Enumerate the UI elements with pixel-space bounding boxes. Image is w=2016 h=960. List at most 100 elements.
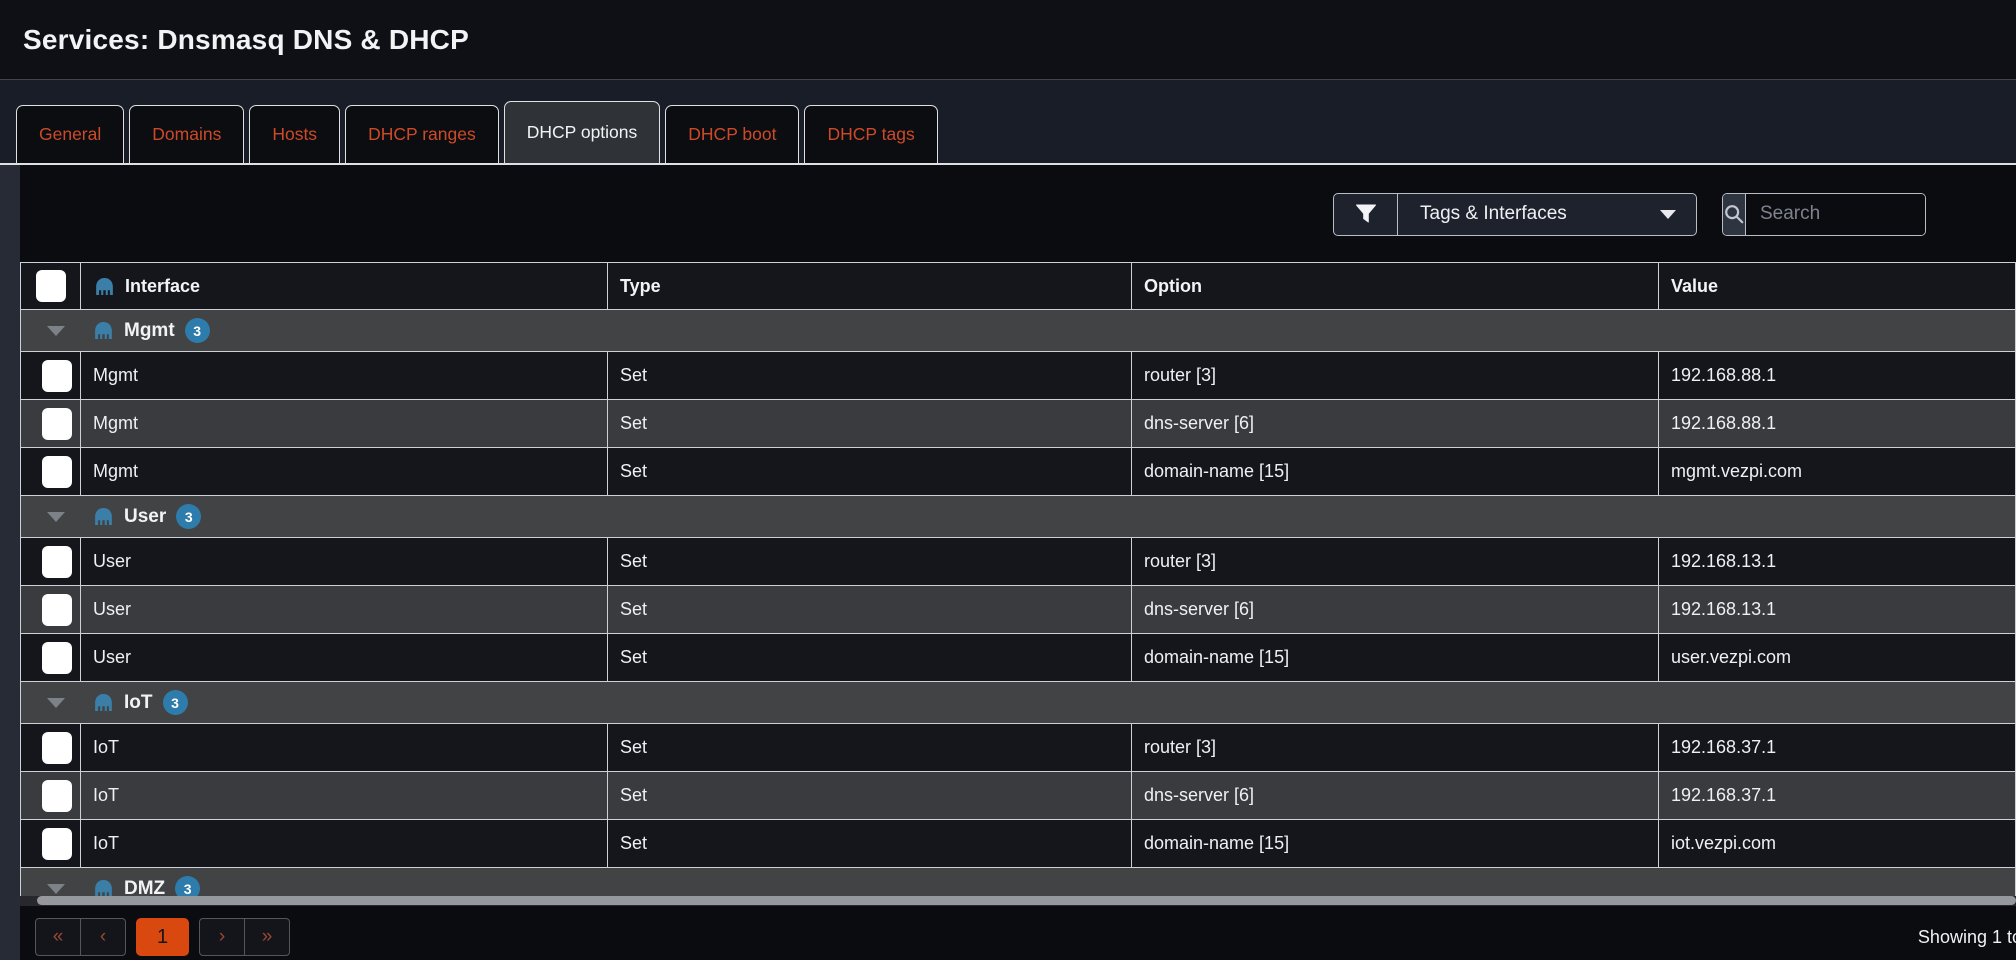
group-count-badge: 3 <box>176 504 202 529</box>
row-select-cell <box>20 537 81 586</box>
chevron-down-icon <box>1660 209 1676 219</box>
cell-option: dns-server [6] <box>1131 585 1659 634</box>
cell-type: Set <box>607 399 1132 448</box>
table-viewport: Interface Type Option Value Mgmt 3 <box>20 262 2016 906</box>
filter-dropdown[interactable]: Tags & Interfaces <box>1333 192 1697 236</box>
cell-interface: Mgmt <box>80 447 608 496</box>
interface-group-row-user: User 3 <box>20 495 2016 538</box>
cell-type: Set <box>607 819 1132 868</box>
tab-label: General <box>39 124 102 144</box>
horizontal-scrollbar-track[interactable] <box>20 896 2016 906</box>
table-row: User Set dns-server [6] 192.168.13.1 <box>20 585 2016 634</box>
search-group <box>1722 192 1926 236</box>
table-header-row: Interface Type Option Value <box>20 262 2016 310</box>
cell-type: Set <box>607 771 1132 820</box>
row-checkbox[interactable] <box>41 359 72 392</box>
cell-value: iot.vezpi.com <box>1658 819 2016 868</box>
interface-group-row-mgmt: Mgmt 3 <box>20 309 2016 352</box>
row-checkbox[interactable] <box>41 731 72 764</box>
table-row: IoT Set dns-server [6] 192.168.37.1 <box>20 771 2016 820</box>
tab-label: Hosts <box>272 124 318 144</box>
interface-icon <box>92 879 115 898</box>
row-checkbox[interactable] <box>41 827 72 860</box>
cell-value: 192.168.13.1 <box>1658 537 2016 586</box>
row-select-cell <box>20 819 81 868</box>
cell-option: router [3] <box>1131 537 1659 586</box>
column-header-option: Option <box>1131 262 1659 310</box>
toolbar: Tags & Interfaces <box>20 165 2016 236</box>
table-row: IoT Set router [3] 192.168.37.1 <box>20 723 2016 772</box>
tab-dhcp-options[interactable]: DHCP options <box>503 101 661 163</box>
cell-interface: Mgmt <box>80 351 608 400</box>
showing-entries-text: Showing 1 to <box>1917 926 2016 947</box>
cell-value: 192.168.13.1 <box>1658 585 2016 634</box>
table-row: Mgmt Set domain-name [15] mgmt.vezpi.com <box>20 447 2016 496</box>
search-input[interactable] <box>1746 193 1925 235</box>
row-select-cell <box>20 633 81 682</box>
interface-icon <box>92 693 115 712</box>
cell-option: router [3] <box>1131 351 1659 400</box>
tab-domains[interactable]: Domains <box>129 105 245 163</box>
row-select-cell <box>20 771 81 820</box>
group-name: DMZ <box>124 877 166 899</box>
cell-interface: Mgmt <box>80 399 608 448</box>
tab-label: DHCP options <box>526 122 638 142</box>
collapse-group-icon[interactable] <box>47 511 65 522</box>
page-title: Services: Dnsmasq DNS & DHCP <box>23 23 469 55</box>
cell-option: domain-name [15] <box>1131 633 1659 682</box>
current-page-button[interactable]: 1 <box>136 918 189 956</box>
tab-label: DHCP boot <box>688 124 777 144</box>
group-count-badge: 3 <box>184 318 210 343</box>
cell-interface: User <box>80 633 608 682</box>
cell-value: 192.168.88.1 <box>1658 351 2016 400</box>
cell-option: dns-server [6] <box>1131 771 1659 820</box>
pagination-bar: « ‹ 1 › » Showing 1 to <box>20 906 2016 960</box>
search-icon <box>1723 193 1746 235</box>
cell-type: Set <box>607 723 1132 772</box>
table-row: IoT Set domain-name [15] iot.vezpi.com <box>20 819 2016 868</box>
tab-label: DHCP tags <box>827 124 915 144</box>
cell-type: Set <box>607 585 1132 634</box>
dhcp-options-table: Interface Type Option Value Mgmt 3 <box>20 262 2016 906</box>
row-checkbox[interactable] <box>41 455 72 488</box>
tab-dhcp-boot[interactable]: DHCP boot <box>665 105 800 163</box>
select-all-checkbox[interactable] <box>35 270 66 302</box>
horizontal-scrollbar-thumb[interactable] <box>37 896 2016 905</box>
cell-type: Set <box>607 447 1132 496</box>
table-row: Mgmt Set router [3] 192.168.88.1 <box>20 351 2016 400</box>
funnel-icon <box>1334 193 1398 235</box>
last-page-button[interactable]: » <box>244 918 290 956</box>
cell-interface: User <box>80 537 608 586</box>
pager: « ‹ 1 › » <box>35 918 290 956</box>
tab-general[interactable]: General <box>16 105 125 163</box>
row-select-cell <box>20 351 81 400</box>
interface-icon <box>93 277 116 296</box>
row-checkbox[interactable] <box>41 641 72 674</box>
content-panel: Tags & Interfaces <box>20 165 2016 960</box>
tab-dhcp-ranges[interactable]: DHCP ranges <box>345 105 499 163</box>
cell-interface: IoT <box>80 723 608 772</box>
collapse-group-icon[interactable] <box>47 325 65 336</box>
tab-hosts[interactable]: Hosts <box>249 105 341 163</box>
column-header-value: Value <box>1658 262 2016 310</box>
cell-value: 192.168.37.1 <box>1658 723 2016 772</box>
filter-dropdown-label: Tags & Interfaces <box>1420 203 1567 224</box>
cell-type: Set <box>607 351 1132 400</box>
collapse-group-icon[interactable] <box>47 883 65 894</box>
row-checkbox[interactable] <box>41 407 72 440</box>
first-page-button[interactable]: « <box>35 918 81 956</box>
previous-page-button[interactable]: ‹ <box>80 918 126 956</box>
cell-value: 192.168.88.1 <box>1658 399 2016 448</box>
cell-option: domain-name [15] <box>1131 819 1659 868</box>
row-checkbox[interactable] <box>41 593 72 626</box>
cell-value: mgmt.vezpi.com <box>1658 447 2016 496</box>
next-page-button[interactable]: › <box>199 918 245 956</box>
interface-group-row-iot: IoT 3 <box>20 681 2016 724</box>
collapse-group-icon[interactable] <box>47 697 65 708</box>
interface-icon <box>92 507 115 526</box>
row-checkbox[interactable] <box>41 545 72 578</box>
row-checkbox[interactable] <box>41 779 72 812</box>
table-row: User Set domain-name [15] user.vezpi.com <box>20 633 2016 682</box>
tab-dhcp-tags[interactable]: DHCP tags <box>804 105 938 163</box>
cell-interface: User <box>80 585 608 634</box>
